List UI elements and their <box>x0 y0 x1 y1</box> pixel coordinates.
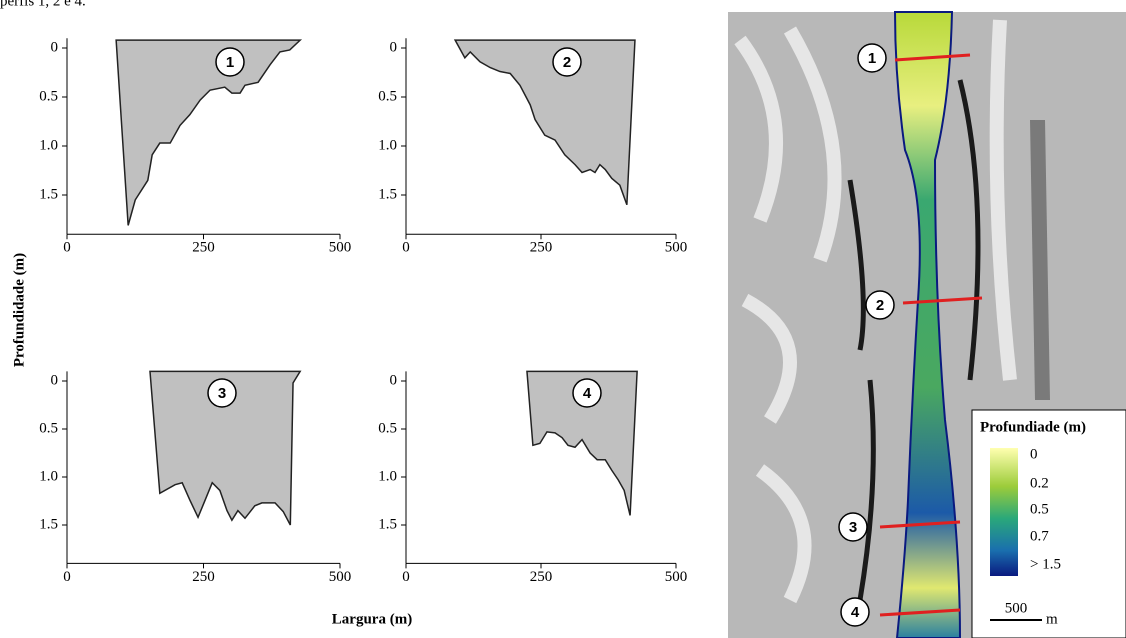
legend-colorbar <box>990 448 1018 576</box>
profile-line <box>879 608 961 617</box>
y-tick-label: 1.5 <box>39 186 58 202</box>
profile-number: 2 <box>563 54 571 71</box>
x-tick-label: 0 <box>63 240 71 256</box>
y-tick-label: 1.0 <box>39 468 58 484</box>
y-tick-label: 1.0 <box>378 468 397 484</box>
x-tick-label: 250 <box>530 569 553 585</box>
y-tick-label: 0.5 <box>39 88 58 104</box>
river <box>893 11 962 638</box>
profile-number: 1 <box>226 54 234 71</box>
x-tick-label: 500 <box>329 569 352 585</box>
y-tick-label: 0.5 <box>378 88 397 104</box>
y-tick-label: 0.5 <box>39 420 58 436</box>
profile-line <box>894 53 971 62</box>
map: 1 2 3 4 Profundiade (m) 0 0.2 0.5 0.7 > 1.5 500… <box>728 11 1126 638</box>
y-tick-label: 0.5 <box>378 420 397 436</box>
map-badge <box>857 43 887 73</box>
y-tick-label: 0 <box>51 39 59 55</box>
legend-title: Profundiade (m) <box>980 419 1086 435</box>
map-channel <box>847 79 981 601</box>
x-tick-label: 500 <box>329 240 352 256</box>
map-texture <box>1030 120 1050 400</box>
map-profile-number: 3 <box>849 519 857 536</box>
y-tick-label: 1.0 <box>39 137 58 153</box>
map-badge <box>865 290 895 320</box>
profile-badge <box>207 378 237 408</box>
map-profile-number: 2 <box>876 297 884 314</box>
y-tick-label: 1.0 <box>378 137 397 153</box>
y-tick-label: 0 <box>390 372 398 388</box>
y-tick-label: 1.5 <box>378 516 397 532</box>
profile-area <box>115 39 303 226</box>
x-tick-label: 500 <box>665 240 688 256</box>
scale-unit: m <box>1046 611 1058 627</box>
y-tick-label: 1.5 <box>39 516 58 532</box>
y-axis-label: Profundidade (m) <box>11 253 27 367</box>
scale-value: 500 <box>1005 600 1028 616</box>
legend-label: 0.7 <box>1030 528 1049 544</box>
x-tick-label: 0 <box>402 569 410 585</box>
x-tick-label: 0 <box>63 569 71 585</box>
x-tick-label: 0 <box>402 240 410 256</box>
map-badge <box>838 512 868 542</box>
legend-label: 0.2 <box>1030 475 1049 491</box>
y-tick-label: 0 <box>51 372 59 388</box>
profile-number: 4 <box>583 385 592 402</box>
legend-label: 0 <box>1030 446 1038 462</box>
map-profile-number: 1 <box>868 50 876 67</box>
x-tick-label: 250 <box>530 240 553 256</box>
legend-label: 0.5 <box>1030 501 1049 517</box>
map-badge <box>840 597 870 627</box>
header-text: perfis 1, 2 e 4. <box>0 0 86 9</box>
x-tick-label: 250 <box>192 569 215 585</box>
profile-badge <box>552 47 582 77</box>
x-tick-label: 250 <box>192 240 215 256</box>
x-axis-label: Largura (m) <box>332 611 412 627</box>
profile-area <box>526 370 638 516</box>
profile-line <box>902 296 983 305</box>
profile-line <box>879 520 961 529</box>
x-tick-label: 500 <box>665 569 688 585</box>
y-tick-label: 1.5 <box>378 186 397 202</box>
profile-badge <box>215 47 245 77</box>
y-tick-label: 0 <box>390 39 398 55</box>
map-profile-number: 4 <box>851 604 860 621</box>
legend-label: > 1.5 <box>1030 556 1061 572</box>
profile-number: 3 <box>218 385 226 402</box>
map-texture <box>734 19 1017 604</box>
profile-badge <box>572 378 602 408</box>
profile-area <box>453 39 636 206</box>
profile-area <box>149 370 302 526</box>
